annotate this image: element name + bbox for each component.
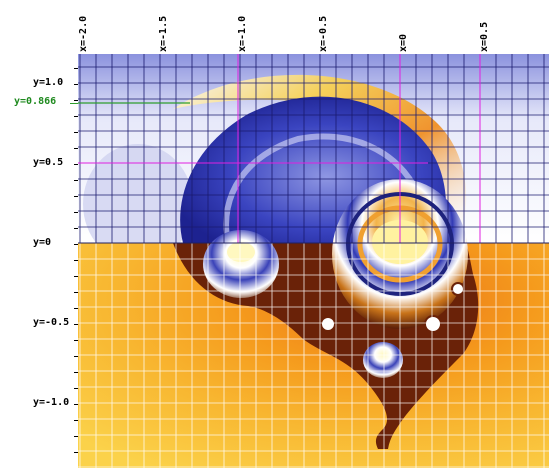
- y-tick: [74, 196, 78, 197]
- lower-bulb: [363, 342, 403, 378]
- y-0-866-leader-line: [70, 103, 78, 104]
- y-tick: [74, 116, 78, 117]
- y-tick: [74, 260, 78, 261]
- y-tick: [74, 404, 78, 405]
- left-bulb: [203, 230, 279, 298]
- x-label-neg-1: x=-1.0: [237, 15, 248, 52]
- lower-grid: [78, 243, 549, 468]
- y-tick: [74, 372, 78, 373]
- y-tick: [74, 180, 78, 181]
- y-tick: [74, 388, 78, 389]
- y-tick: [74, 100, 78, 101]
- y-tick: [74, 244, 78, 245]
- y-label-0-866: y=0.866: [14, 96, 57, 107]
- y-tick: [74, 324, 78, 325]
- y-label-0-5: y=0.5: [33, 157, 64, 168]
- y-tick: [74, 340, 78, 341]
- y-tick: [74, 68, 78, 69]
- guide-lines: [78, 54, 481, 243]
- y-label-neg-1: y=-1.0: [33, 397, 70, 408]
- x-label-neg-1-5: x=-1.5: [158, 15, 169, 52]
- x-label-0-5: x=0.5: [479, 21, 490, 52]
- speckle-region: [83, 144, 193, 264]
- x-label-neg-2: x=-2.0: [78, 15, 89, 52]
- y-tick: [74, 420, 78, 421]
- y-tick: [74, 436, 78, 437]
- y-tick: [74, 356, 78, 357]
- y-tick: [74, 132, 78, 133]
- y-tick: [74, 212, 78, 213]
- y-tick: [74, 228, 78, 229]
- y-tick: [74, 276, 78, 277]
- y-tick: [74, 292, 78, 293]
- fractal-image: [78, 54, 549, 468]
- y-label-1: y=1.0: [33, 77, 64, 88]
- y-tick: [74, 148, 78, 149]
- y-label-0: y=0: [33, 237, 52, 248]
- y-tick: [74, 452, 78, 453]
- y-label-neg-0-5: y=-0.5: [33, 317, 70, 328]
- x-label-0: x=0: [398, 33, 409, 52]
- y-tick: [74, 84, 78, 85]
- y-tick: [74, 308, 78, 309]
- x-label-neg-0-5: x=-0.5: [318, 15, 329, 52]
- y-tick: [74, 164, 78, 165]
